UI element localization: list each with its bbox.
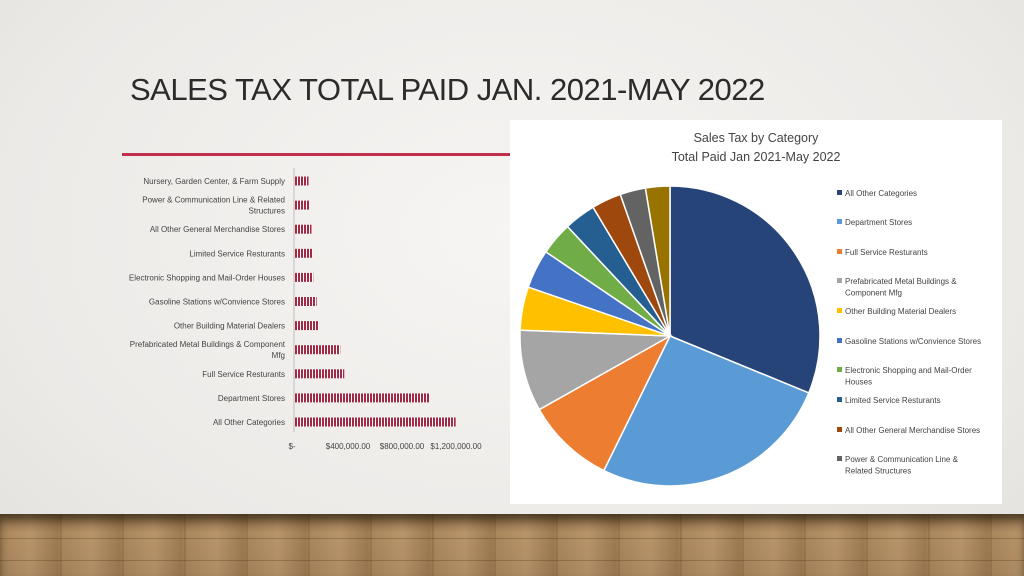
legend-label-line: Component Mfg [845,289,902,298]
bar-category-label-line: Power & Communication Line & Related [142,196,285,205]
bar-category-label: All Other Categories [213,418,285,427]
pie-slice-10 [644,185,671,337]
bar-3 [295,248,313,258]
pie-chart: All Other Categories Department Stores Ful… [519,185,981,487]
bar-9 [295,393,430,403]
bar-category-label-line: All Other General Merchandise Stores [150,225,285,234]
bar-category-label-line: Full Service Resturants [202,370,285,379]
bar-category-label: Gasoline Stations w/Convience Stores [149,298,285,307]
bar-7 [295,345,341,355]
bar-x-tick-label: $- [288,442,295,451]
bar-category-label-line: Department Stores [218,394,285,403]
legend-swatch [837,338,842,343]
floor-plank-line [0,538,1024,539]
bar-6 [295,321,320,331]
legend-swatch [837,278,842,283]
legend-swatch [837,219,842,224]
pie-chart-panel: Sales Tax by Category Total Paid Jan 202… [510,120,1002,504]
legend-swatch [837,190,842,195]
bar-category-label-line: Structures [249,207,285,216]
legend-label-line: Prefabricated Metal Buildings & [845,277,957,286]
legend-swatch [837,427,842,432]
wood-floor [0,514,1024,576]
bar-category-label-line: Other Building Material Dealers [174,322,285,331]
floor-shadow [0,514,1024,576]
legend-label: All Other General Merchandise Stores [845,426,980,435]
bar-category-label: Prefabricated Metal Buildings & Componen… [130,340,286,360]
bar-x-tick-label: $400,000.00 [326,442,371,451]
bar-category-label-line: Limited Service Resturants [189,249,285,258]
legend-label-line: Related Structures [845,467,911,476]
bar-category-label: Full Service Resturants [202,370,285,379]
legend-label-line: Full Service Resturants [845,248,928,257]
bar-category-label: Other Building Material Dealers [174,322,285,331]
bar-category-label-line: Prefabricated Metal Buildings & Componen… [130,340,286,349]
legend-label-line: Other Building Material Dealers [845,307,956,316]
pie-slice-3 [519,329,673,411]
bar-x-tick-label: $800,000.00 [380,442,425,451]
legend-label-line: Power & Communication Line & [845,455,959,464]
pie-slice-1 [602,335,810,487]
legend-label: Full Service Resturants [845,248,928,257]
pie-chart-title: Sales Tax by Category [693,131,819,145]
pie-slice-2 [538,334,672,472]
legend-label: Prefabricated Metal Buildings & Component… [845,277,957,298]
title-rule [122,153,510,156]
legend-label: Electronic Shopping and Mail-Order Houses [845,366,972,387]
bar-category-label-line: All Other Categories [213,418,285,427]
bar-category-label: All Other General Merchandise Stores [150,225,285,234]
pie-slice-0 [669,185,821,394]
legend-label: Department Stores [845,218,912,227]
legend-swatch [837,367,842,372]
bar-chart: Nursery, Garden Center, & Farm Supply Pow… [129,168,482,451]
slide-title: SALES TAX TOTAL PAID JAN. 2021-MAY 2022 [130,72,765,107]
bar-0 [295,176,309,186]
floor-plank-line [0,560,1024,561]
bar-category-label-line: Electronic Shopping and Mail-Order House… [129,273,285,282]
pie-chart-subtitle: Total Paid Jan 2021-May 2022 [671,150,841,164]
bar-category-label: Electronic Shopping and Mail-Order House… [129,273,285,282]
bar-category-label: Power & Communication Line & Related Stru… [142,196,285,216]
legend-label-line: All Other General Merchandise Stores [845,426,980,435]
bar-2 [295,224,312,234]
legend-label-line: Electronic Shopping and Mail-Order [845,366,972,375]
legend-swatch [837,397,842,402]
legend-label-line: Houses [845,378,872,387]
legend-label-line: Limited Service Resturants [845,396,941,405]
bar-category-label: Limited Service Resturants [189,249,285,258]
bar-5 [295,297,317,306]
legend-label-line: Gasoline Stations w/Convience Stores [845,337,981,346]
bar-category-label: Nursery, Garden Center, & Farm Supply [143,177,285,186]
bar-4 [295,272,314,282]
bar-category-label: Department Stores [218,394,285,403]
legend-label: Other Building Material Dealers [845,307,956,316]
bar-category-label-line: Mfg [272,351,285,360]
bar-category-label-line: Nursery, Garden Center, & Farm Supply [143,177,285,186]
bar-8 [295,369,345,379]
bar-1 [295,200,310,210]
legend-swatch [837,249,842,254]
legend-label-line: Department Stores [845,218,912,227]
legend-swatch [837,456,842,461]
legend-label: Limited Service Resturants [845,396,941,405]
legend-label-line: All Other Categories [845,189,917,198]
bar-category-label-line: Gasoline Stations w/Convience Stores [149,298,285,307]
bar-x-tick-label: $1,200,000.00 [430,442,482,451]
legend-label: Power & Communication Line & Related Stru… [845,455,959,476]
bar-10 [295,417,456,427]
legend-label: Gasoline Stations w/Convience Stores [845,337,981,346]
legend-swatch [837,308,842,313]
legend-label: All Other Categories [845,189,917,198]
